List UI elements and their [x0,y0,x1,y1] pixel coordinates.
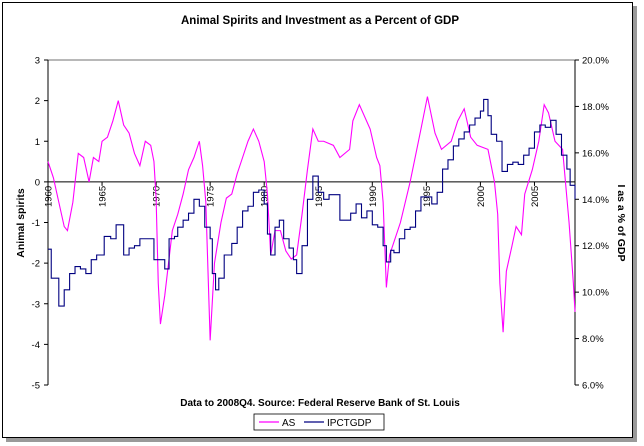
frame-shadow-right [632,6,637,442]
chart-title: Animal Spirits and Investment as a Perce… [181,15,459,27]
y-tick-label: -4 [32,340,40,351]
legend: AS IPCTGDP [253,413,385,431]
x-tick-label: 2005 [530,186,541,207]
y-tick-label: -1 [32,218,40,229]
y2-tick-label: 8.0% [582,334,604,345]
footnote: Data to 2008Q4. Source: Federal Reserve … [180,398,460,409]
y2-tick-label: 14.0% [582,195,609,206]
y-tick-label: -5 [32,381,40,392]
y2-tick-label: 18.0% [582,102,609,113]
x-tick-label: 1960 [44,186,55,207]
x-tick-label: 1990 [368,186,379,207]
legend-label-ipctgdp: IPCTGDP [327,418,372,429]
x-tick-label: 1980 [260,186,271,207]
y-tick-label: 0 [35,177,40,188]
chart-frame [2,2,633,438]
series-line-ipctgdp [48,98,576,307]
y2-tick-label: 12.0% [582,241,609,252]
y2-tick-label: 20.0% [582,56,609,67]
y-axis-label: Animal spirits [15,188,27,258]
y-tick-label: -3 [32,299,40,310]
x-tick-label: 1975 [206,186,217,207]
y-tick-label: 3 [35,56,40,67]
y-tick-label: -2 [32,259,40,270]
x-tick-label: 1985 [314,186,325,207]
y2-axis-label: I as a % of GDP [615,184,627,261]
legend-label-as: AS [282,418,296,429]
y2-tick-label: 6.0% [582,381,604,392]
series-line-as [47,96,576,341]
y2-tick-label: 10.0% [582,288,609,299]
frame-shadow-bottom [6,437,637,442]
x-tick-label: 1965 [98,186,109,207]
y2-tick-label: 16.0% [582,148,609,159]
x-tick-label: 1970 [152,186,163,207]
y-tick-label: 1 [35,137,40,148]
x-tick-label: 2000 [476,186,487,207]
y-tick-label: 2 [35,96,40,107]
